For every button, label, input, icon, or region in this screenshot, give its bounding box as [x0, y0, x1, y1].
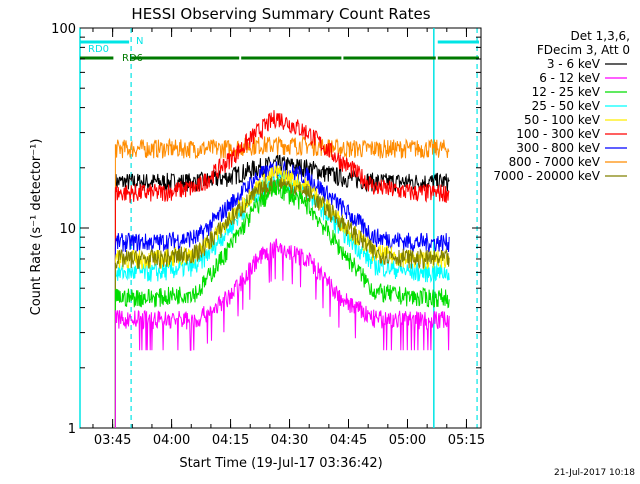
legend-label-0: 3 - 6 keV	[547, 57, 601, 71]
series-line-7	[114, 134, 450, 428]
legend-label-7: 800 - 7000 keV	[509, 155, 601, 169]
y-tick-label-1: 10	[59, 222, 76, 237]
x-tick-label-6: 05:15	[448, 433, 485, 448]
flag-label-rd0: RD0	[88, 44, 109, 55]
legend-label-6: 300 - 800 keV	[516, 141, 600, 155]
series-line-2	[114, 178, 450, 428]
chart-title: HESSI Observing Summary Count Rates	[131, 5, 430, 23]
legend-header-detectors: Det 1,3,6,	[571, 29, 631, 43]
flag-label-n: N	[136, 36, 143, 47]
x-tick-label-1: 04:00	[153, 433, 190, 448]
legend-label-2: 12 - 25 keV	[532, 85, 601, 99]
series-line-0	[114, 154, 450, 428]
x-tick-label-3: 04:30	[271, 433, 308, 448]
generated-timestamp: 21-Jul-2017 10:18	[554, 468, 635, 478]
x-tick-label-0: 03:45	[94, 433, 131, 448]
series-line-5	[114, 110, 450, 428]
legend-label-5: 100 - 300 keV	[516, 127, 600, 141]
x-tick-label-2: 04:15	[212, 433, 249, 448]
x-tick-label-5: 05:00	[389, 433, 426, 448]
legend-label-3: 25 - 50 keV	[532, 99, 601, 113]
y-tick-label-2: 100	[51, 22, 76, 37]
y-tick-label-0: 1	[68, 422, 76, 437]
x-tick-label-4: 04:45	[330, 433, 367, 448]
plot-frame	[79, 27, 482, 429]
legend-header-decimation: FDecim 3, Att 0	[537, 43, 630, 57]
series-line-1	[114, 238, 450, 428]
legend-label-8: 7000 - 20000 keV	[493, 169, 600, 183]
legend-label-4: 50 - 100 keV	[524, 113, 601, 127]
x-axis-label: Start Time (19-Jul-17 03:36:42)	[179, 456, 382, 471]
y-axis-label: Count Rate (s⁻¹ detector⁻¹)	[29, 139, 44, 316]
legend-label-1: 6 - 12 keV	[539, 71, 601, 85]
flag-label-rd6: RD6	[122, 53, 143, 64]
series-line-8	[114, 175, 450, 428]
